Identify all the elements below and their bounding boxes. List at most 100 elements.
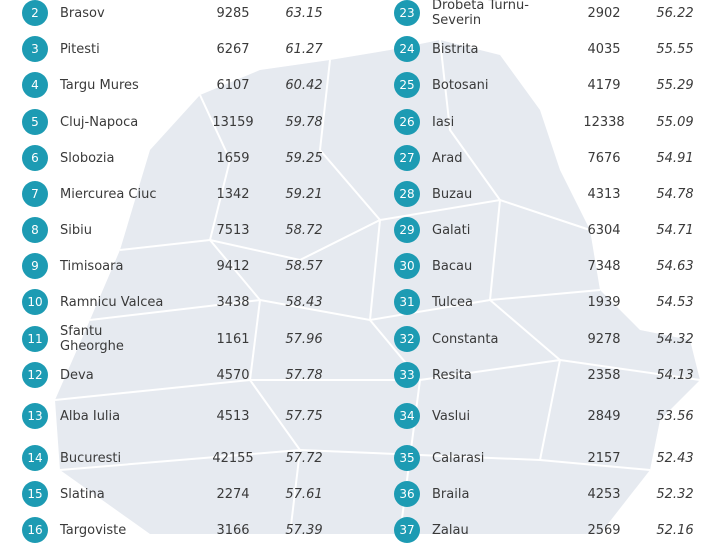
city-name: Cluj-Napoca: [60, 114, 139, 130]
count: 7513: [216, 222, 250, 238]
score: 63.15: [285, 5, 323, 21]
rank-badge: 9: [22, 253, 48, 279]
rank-badge: 34: [394, 403, 420, 429]
rank-badge: 37: [394, 517, 420, 543]
city-name: Targoviste: [60, 522, 127, 538]
score: 59.21: [285, 186, 323, 202]
city-name: Bucuresti: [60, 450, 122, 466]
city-name: Ramnicu Valcea: [60, 294, 164, 310]
score: 59.25: [285, 150, 323, 166]
city-name: Resita: [432, 367, 472, 383]
count: 1659: [216, 150, 250, 166]
score: 57.75: [285, 408, 323, 424]
city-name: Drobeta Turnu-Severin: [432, 0, 529, 28]
score: 58.72: [285, 222, 323, 238]
score: 54.71: [656, 222, 694, 238]
city-name: Miercurea Ciuc: [60, 186, 157, 202]
rank-badge: 4: [22, 72, 48, 98]
count: 4035: [587, 41, 621, 57]
city-name: Timisoara: [60, 258, 124, 274]
score: 55.09: [656, 114, 694, 130]
rank-badge: 15: [22, 481, 48, 507]
city-name: Bistrita: [432, 41, 479, 57]
city-name: Botosani: [432, 77, 489, 93]
score: 52.43: [656, 450, 694, 466]
score: 56.22: [656, 5, 694, 21]
count: 13159: [212, 114, 254, 130]
score: 57.72: [285, 450, 323, 466]
count: 42155: [212, 450, 254, 466]
score: 54.78: [656, 186, 694, 202]
city-name: Galati: [432, 222, 471, 238]
score: 54.63: [656, 258, 694, 274]
score: 54.53: [656, 294, 694, 310]
rank-badge: 29: [394, 217, 420, 243]
rank-badge: 6: [22, 145, 48, 171]
city-name: Deva: [60, 367, 94, 383]
rank-badge: 33: [394, 362, 420, 388]
count: 1939: [587, 294, 621, 310]
rank-badge: 31: [394, 289, 420, 315]
rank-badge: 12: [22, 362, 48, 388]
count: 3438: [216, 294, 250, 310]
score: 57.78: [285, 367, 323, 383]
city-name: Sfantu Gheorghe: [60, 324, 124, 354]
city-name: Brasov: [60, 5, 105, 21]
count: 1161: [216, 331, 250, 347]
city-name: Vaslui: [432, 408, 471, 424]
city-name: Zalau: [432, 522, 469, 538]
count: 4570: [216, 367, 250, 383]
rank-badge: 5: [22, 109, 48, 135]
rank-badge: 7: [22, 181, 48, 207]
score: 54.91: [656, 150, 694, 166]
count: 4513: [216, 408, 250, 424]
rank-badge: 8: [22, 217, 48, 243]
score: 52.32: [656, 486, 694, 502]
score: 61.27: [285, 41, 323, 57]
city-name: Sibiu: [60, 222, 92, 238]
count: 3166: [216, 522, 250, 538]
count: 2849: [587, 408, 621, 424]
city-name: Alba Iulia: [60, 408, 121, 424]
score: 60.42: [285, 77, 323, 93]
rank-badge: 23: [394, 0, 420, 26]
count: 4179: [587, 77, 621, 93]
count: 6107: [216, 77, 250, 93]
score: 57.61: [285, 486, 323, 502]
rank-badge: 16: [22, 517, 48, 543]
rank-badge: 32: [394, 326, 420, 352]
score: 53.56: [656, 408, 694, 424]
count: 2274: [216, 486, 250, 502]
score: 58.43: [285, 294, 323, 310]
score: 55.55: [656, 41, 694, 57]
count: 6304: [587, 222, 621, 238]
rank-badge: 11: [22, 326, 48, 352]
rank-badge: 10: [22, 289, 48, 315]
rank-badge: 14: [22, 445, 48, 471]
rank-badge: 13: [22, 403, 48, 429]
rank-badge: 35: [394, 445, 420, 471]
score: 57.39: [285, 522, 323, 538]
city-name: Iasi: [432, 114, 455, 130]
score: 58.57: [285, 258, 323, 274]
count: 9412: [216, 258, 250, 274]
city-name: Slobozia: [60, 150, 115, 166]
count: 2358: [587, 367, 621, 383]
count: 9278: [587, 331, 621, 347]
city-name: Braila: [432, 486, 470, 502]
rank-badge: 25: [394, 72, 420, 98]
city-name: Arad: [432, 150, 463, 166]
rank-badge: 36: [394, 481, 420, 507]
count: 2569: [587, 522, 621, 538]
count: 4313: [587, 186, 621, 202]
city-name: Bacau: [432, 258, 473, 274]
rank-badge: 27: [394, 145, 420, 171]
city-name: Tulcea: [432, 294, 473, 310]
count: 2902: [587, 5, 621, 21]
city-name: Constanta: [432, 331, 499, 347]
count: 1342: [216, 186, 250, 202]
rank-badge: 3: [22, 36, 48, 62]
count: 7348: [587, 258, 621, 274]
